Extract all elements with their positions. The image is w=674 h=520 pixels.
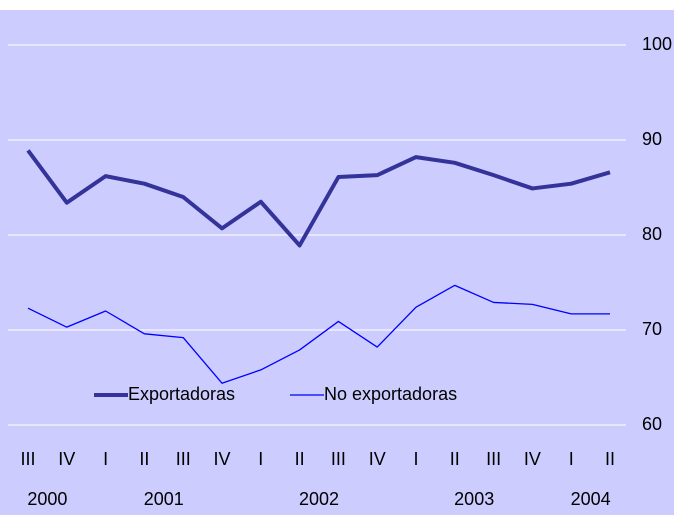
series-line (27, 284, 610, 384)
year-label: 2004 (571, 489, 611, 509)
year-label: 2003 (454, 489, 494, 509)
x-tick-label: I (103, 449, 108, 469)
y-tick-label: 100 (642, 34, 672, 54)
x-tick-label: IV (58, 449, 75, 469)
x-tick-label: I (569, 449, 574, 469)
legend-label: No exportadoras (324, 384, 457, 404)
x-tick-label: IV (369, 449, 386, 469)
x-tick-label: IV (524, 449, 541, 469)
year-label: 2001 (144, 489, 184, 509)
y-tick-label: 60 (642, 414, 662, 434)
x-tick-label: II (295, 449, 305, 469)
x-tick-label: III (331, 449, 346, 469)
x-tick-label: II (139, 449, 149, 469)
x-tick-label: III (176, 449, 191, 469)
y-tick-label: 70 (642, 319, 662, 339)
y-tick-label: 80 (642, 224, 662, 244)
series-line (26, 149, 611, 248)
year-label: 2002 (299, 489, 339, 509)
x-tick-label: I (258, 449, 263, 469)
x-tick-label: II (450, 449, 460, 469)
x-tick-label: I (413, 449, 418, 469)
x-tick-label: II (605, 449, 615, 469)
year-label: 2000 (27, 489, 67, 509)
x-tick-label: IV (213, 449, 230, 469)
x-tick-label: III (20, 449, 35, 469)
y-tick-label: 90 (642, 129, 662, 149)
background (0, 10, 674, 515)
legend-label: Exportadoras (128, 384, 235, 404)
x-tick-label: III (486, 449, 501, 469)
